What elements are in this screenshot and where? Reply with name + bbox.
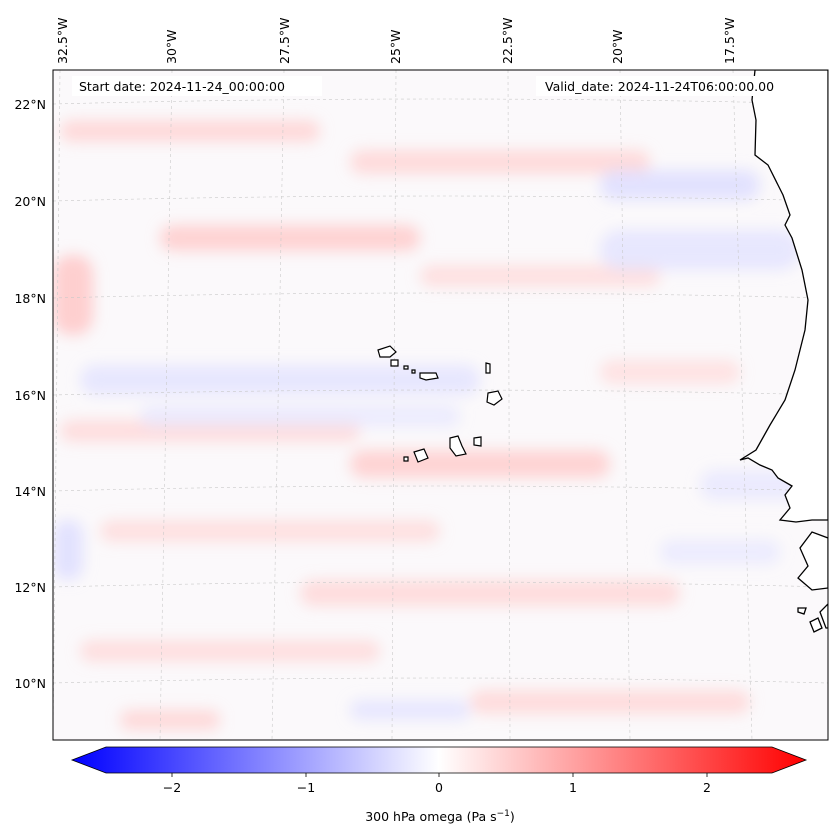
lon-label-22-5w: 22.5°W bbox=[500, 18, 515, 64]
valid-date-label: Valid_date: 2024-11-24T06:00:00.00 bbox=[545, 79, 774, 94]
lat-label-14n: 14°N bbox=[14, 484, 46, 499]
lon-label-17-5w: 17.5°W bbox=[722, 18, 737, 64]
lon-label-30w: 30°W bbox=[164, 29, 179, 64]
colorbar-ticks bbox=[171, 773, 708, 777]
lat-label-10n: 10°N bbox=[14, 676, 46, 691]
colorbar-tick-0: 0 bbox=[435, 780, 443, 795]
lat-label-22n: 22°N bbox=[14, 97, 46, 112]
map-frame bbox=[52, 69, 829, 741]
graticule-lines bbox=[53, 70, 828, 740]
omega-anomaly-blobs bbox=[53, 120, 820, 730]
lon-label-27-5w: 27.5°W bbox=[277, 18, 292, 64]
colorbar-tick-2: 2 bbox=[703, 780, 711, 795]
start-date-box bbox=[72, 76, 322, 96]
lat-label-16n: 16°N bbox=[14, 388, 46, 403]
longitude-labels: 32.5°W 30°W 27.5°W 25°W 22.5°W 20°W 17.5… bbox=[55, 18, 737, 64]
colorbar-ramp bbox=[70, 746, 808, 774]
colorbar-tick-1: 1 bbox=[569, 780, 577, 795]
omega-field bbox=[53, 70, 828, 740]
start-date-label: Start date: 2024-11-24_00:00:00 bbox=[79, 79, 285, 94]
colorbar: −2 −1 0 1 2 300 hPa omega (Pa s−1) bbox=[70, 746, 808, 824]
lat-label-12n: 12°N bbox=[14, 580, 46, 595]
cape-verde-islands bbox=[377, 345, 503, 463]
colorbar-label: 300 hPa omega (Pa s−1) bbox=[365, 809, 515, 824]
valid-date-box bbox=[536, 76, 808, 96]
coastline-africa bbox=[739, 70, 828, 633]
lon-label-25w: 25°W bbox=[388, 29, 403, 64]
lon-label-20w: 20°W bbox=[610, 29, 625, 64]
colorbar-tick-neg2: −2 bbox=[163, 780, 181, 795]
lat-label-18n: 18°N bbox=[14, 291, 46, 306]
colorbar-tick-neg1: −1 bbox=[297, 780, 315, 795]
lon-label-32-5w: 32.5°W bbox=[55, 18, 70, 64]
latitude-labels: 22°N 20°N 18°N 16°N 14°N 12°N 10°N bbox=[14, 97, 46, 691]
lat-label-20n: 20°N bbox=[14, 194, 46, 209]
